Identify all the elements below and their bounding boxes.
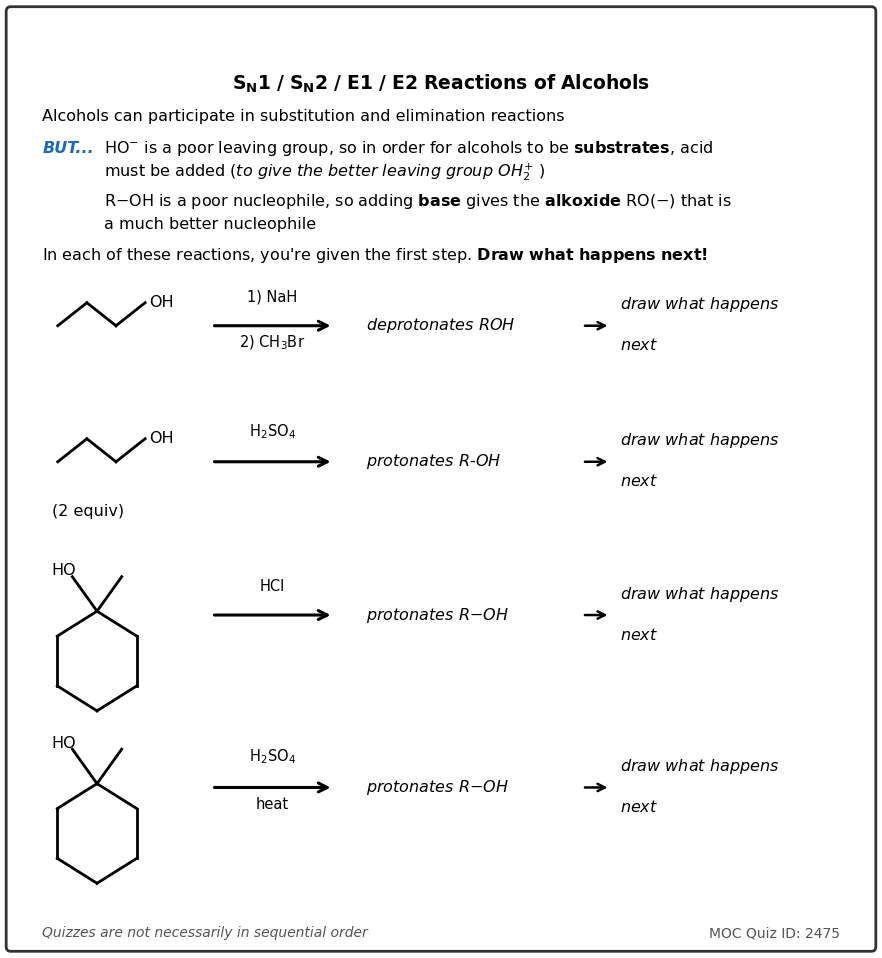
- Text: $\mathit{next}$: $\mathit{next}$: [620, 799, 658, 815]
- Text: 2) CH$_3$Br: 2) CH$_3$Br: [240, 333, 305, 352]
- Text: $\mathit{next}$: $\mathit{next}$: [620, 473, 658, 490]
- Text: $\mathit{next}$: $\mathit{next}$: [620, 337, 658, 354]
- Text: $\mathit{draw\ what\ happens}$: $\mathit{draw\ what\ happens}$: [620, 431, 780, 450]
- Text: HO: HO: [51, 563, 76, 579]
- Text: 1) NaH: 1) NaH: [248, 289, 297, 305]
- Text: (2 equiv): (2 equiv): [52, 504, 124, 519]
- Text: $\mathbf{S_N1\ /\ S_N2\ /\ E1\ /\ E2\ Reactions\ of\ Alcohols}$: $\mathbf{S_N1\ /\ S_N2\ /\ E1\ /\ E2\ Re…: [232, 73, 650, 96]
- Text: Alcohols can participate in substitution and elimination reactions: Alcohols can participate in substitution…: [42, 109, 564, 125]
- Text: OH: OH: [150, 431, 174, 446]
- Text: OH: OH: [150, 295, 174, 310]
- Text: $\mathit{protonates\ R{-}OH}$: $\mathit{protonates\ R{-}OH}$: [366, 605, 509, 625]
- Text: HO: HO: [51, 736, 76, 751]
- Text: $\mathit{next}$: $\mathit{next}$: [620, 627, 658, 643]
- Text: $\mathit{deprotonates\ ROH}$: $\mathit{deprotonates\ ROH}$: [366, 316, 516, 335]
- Text: $\mathit{protonates\ R{-}OH}$: $\mathit{protonates\ R{-}OH}$: [366, 778, 509, 797]
- Text: $\mathit{draw\ what\ happens}$: $\mathit{draw\ what\ happens}$: [620, 295, 780, 314]
- Text: In each of these reactions, you're given the first step. $\mathbf{Draw\ what\ ha: In each of these reactions, you're given…: [42, 246, 708, 265]
- Text: Quizzes are not necessarily in sequential order: Quizzes are not necessarily in sequentia…: [42, 926, 368, 940]
- Text: HO$^{-}$ is a poor leaving group, so in order for alcohols to be $\mathbf{substr: HO$^{-}$ is a poor leaving group, so in …: [104, 139, 714, 158]
- Text: BUT...: BUT...: [42, 141, 94, 156]
- Text: MOC Quiz ID: 2475: MOC Quiz ID: 2475: [708, 926, 840, 940]
- Text: a much better nucleophile: a much better nucleophile: [104, 217, 317, 232]
- FancyBboxPatch shape: [6, 7, 876, 951]
- Text: must be added $\mathit{(to\ give\ the\ better\ leaving\ group\ OH_2^{+}\ )}$: must be added $\mathit{(to\ give\ the\ b…: [104, 162, 545, 183]
- Text: $\mathit{draw\ what\ happens}$: $\mathit{draw\ what\ happens}$: [620, 584, 780, 604]
- Text: $\mathit{protonates\ R\text{-}OH}$: $\mathit{protonates\ R\text{-}OH}$: [366, 452, 501, 471]
- Text: H$_2$SO$_4$: H$_2$SO$_4$: [249, 747, 296, 766]
- Text: H$_2$SO$_4$: H$_2$SO$_4$: [249, 422, 296, 441]
- Text: $\mathit{draw\ what\ happens}$: $\mathit{draw\ what\ happens}$: [620, 757, 780, 776]
- Text: heat: heat: [256, 797, 289, 812]
- Text: HCl: HCl: [260, 579, 285, 594]
- Text: R$-$OH is a poor nucleophile, so adding $\mathbf{base}$ gives the $\mathbf{alkox: R$-$OH is a poor nucleophile, so adding …: [104, 192, 732, 211]
